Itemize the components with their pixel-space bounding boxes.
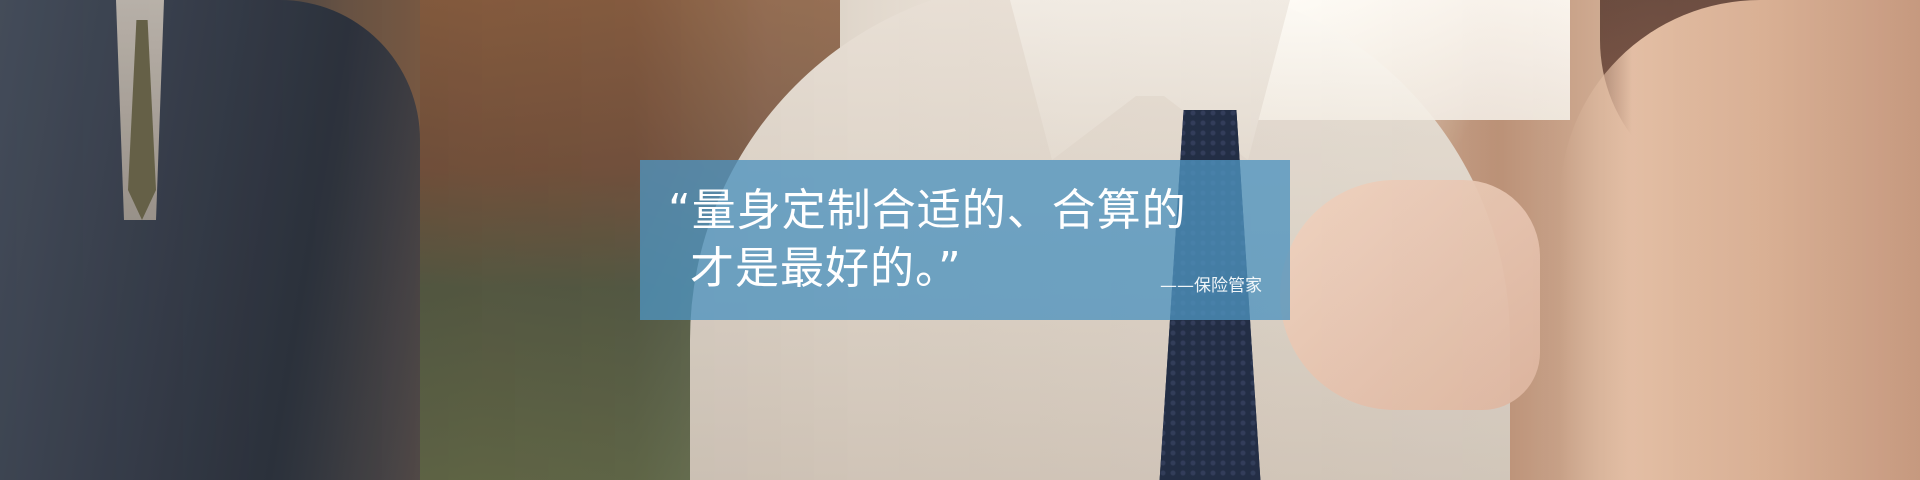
background-photo-woman bbox=[1560, 0, 1920, 480]
background-photo-window bbox=[1230, 0, 1570, 120]
background-photo-suit bbox=[0, 0, 420, 480]
quote-line-1: “量身定制合适的、合算的 bbox=[668, 185, 1187, 236]
quote-line-2: 才是最好的。” bbox=[690, 243, 962, 294]
quote-attribution: ——保险管家 bbox=[1160, 276, 1262, 296]
quote-box: “量身定制合适的、合算的 才是最好的。” ——保险管家 bbox=[640, 160, 1290, 320]
background-photo-hand bbox=[1280, 180, 1540, 410]
